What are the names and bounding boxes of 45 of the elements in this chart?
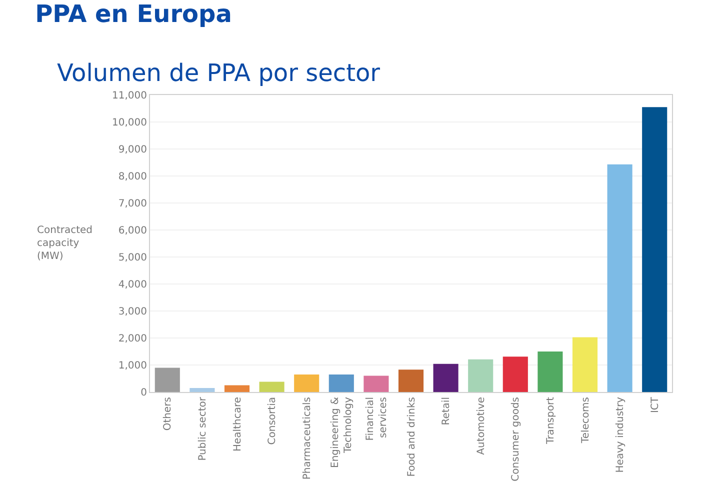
x-tick-label: Heavy industry (615, 396, 626, 473)
bar (224, 385, 250, 392)
y-tick-label: 5,000 (118, 252, 147, 264)
bar (502, 356, 528, 392)
y-tick-label: 9,000 (118, 144, 147, 156)
x-tick-label: Consumer goods (510, 397, 522, 482)
x-tick-label: Retail (441, 397, 452, 426)
x-tick-label: Financial services (364, 397, 389, 441)
chart-title: PPA en Europa (35, 0, 232, 28)
bar (259, 382, 284, 392)
bar (607, 164, 632, 392)
x-tick-label: Consortia (267, 397, 278, 445)
y-tick-label: 4,000 (118, 280, 147, 290)
bar (642, 107, 668, 392)
x-tick-label: Public sector (197, 396, 208, 461)
y-tick-label: 2,000 (118, 334, 147, 344)
y-tick-label: 6,000 (118, 226, 147, 236)
y-tick-label: 10,000 (112, 118, 147, 128)
y-tick-label: 11,000 (112, 90, 147, 102)
bar (154, 368, 180, 392)
chart-subtitle: Volumen de PPA por sector (57, 59, 380, 87)
x-tick-label: Healthcare (232, 397, 244, 452)
bar (572, 337, 598, 392)
bar (294, 374, 320, 392)
x-tick-label: ICT (650, 396, 661, 414)
bar (190, 388, 215, 392)
x-tick-label: Telecoms (580, 397, 592, 444)
x-tick-label: Food and drinks (406, 397, 418, 477)
x-tick-label: Pharmaceuticals (302, 397, 313, 480)
bar (468, 359, 494, 392)
x-tick-label: Automotive (476, 397, 487, 455)
bar (538, 352, 563, 392)
x-tick-label: Others (162, 397, 174, 431)
y-tick-label: 1,000 (118, 360, 147, 372)
bar (364, 376, 389, 392)
x-tick-label: Engineering & Technology (330, 396, 354, 468)
y-tick-label: 7,000 (118, 198, 147, 210)
bar (398, 370, 424, 392)
bar (433, 364, 458, 392)
bar (328, 374, 354, 392)
x-tick-label: Transport (545, 396, 556, 445)
y-tick-label: 8,000 (118, 172, 147, 182)
y-axis-title: Contracted capacity (MW) (37, 225, 93, 262)
y-tick-label: 0 (140, 388, 147, 398)
y-tick-label: 3,000 (118, 306, 147, 318)
